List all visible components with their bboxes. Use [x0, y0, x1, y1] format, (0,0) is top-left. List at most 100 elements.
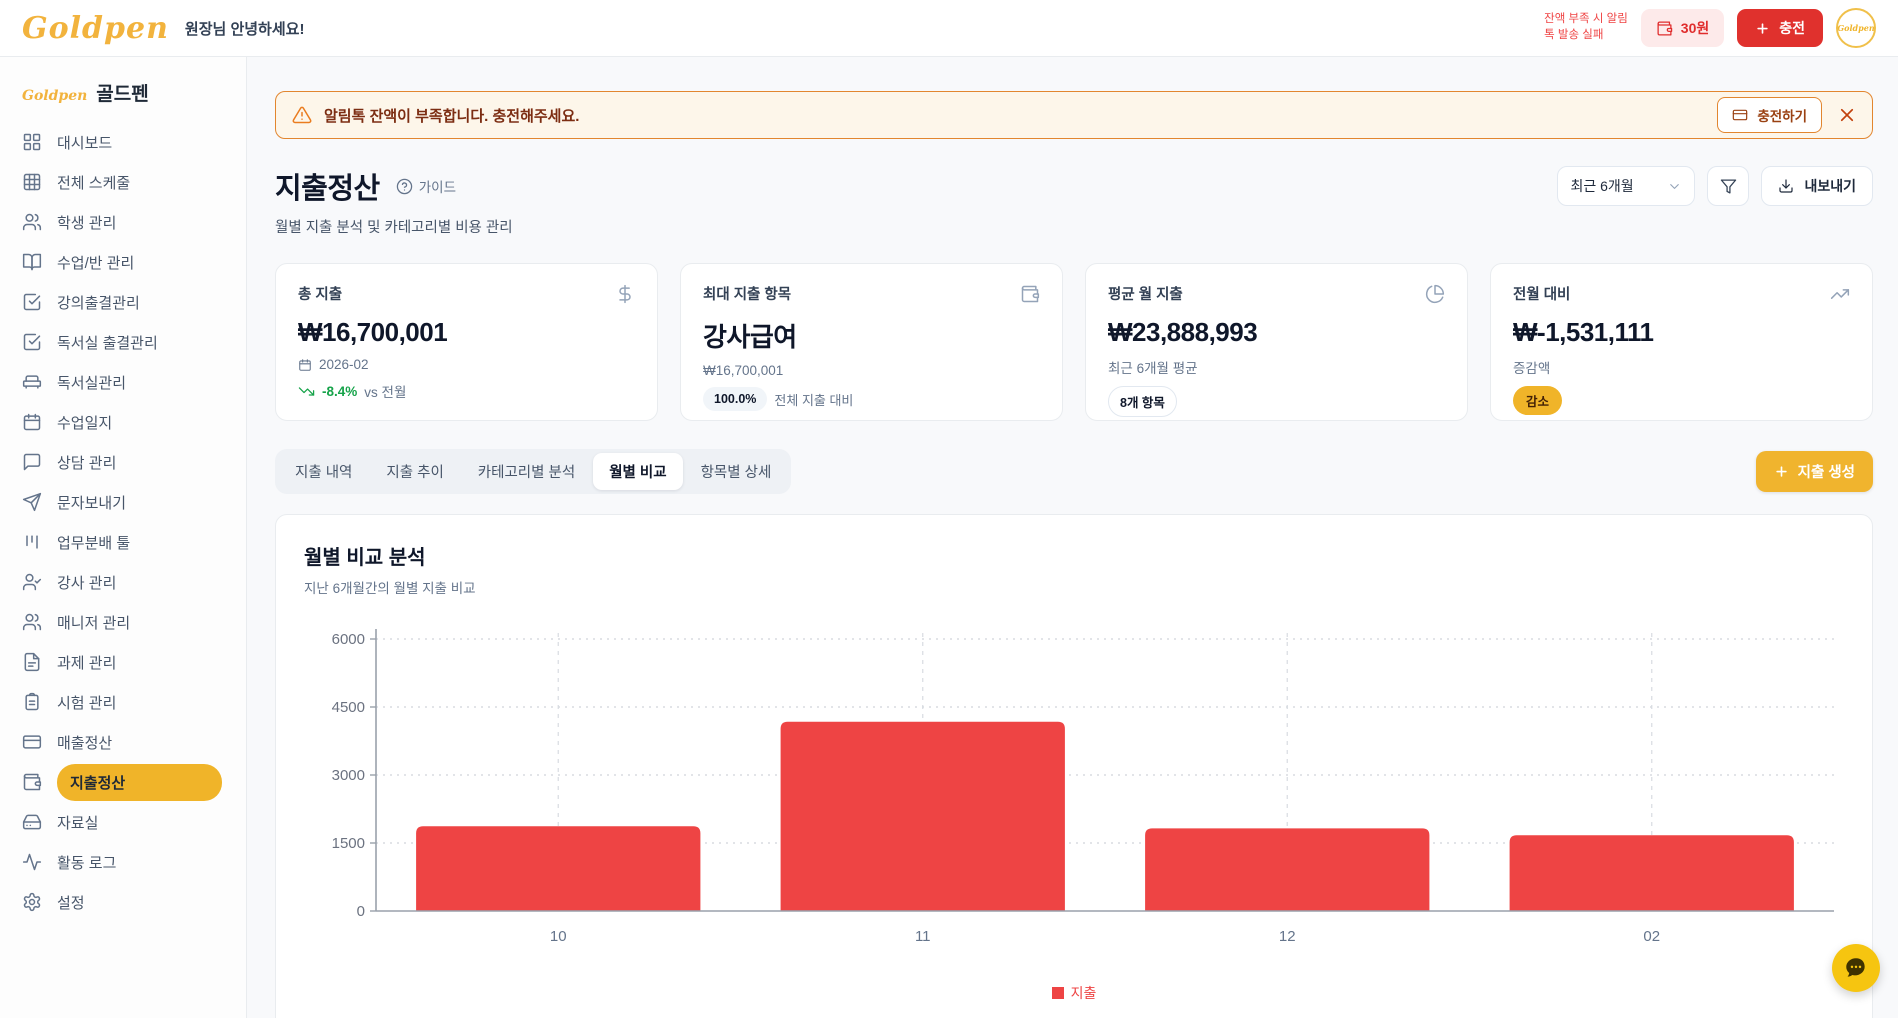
download-icon [1778, 178, 1794, 194]
create-expense-button[interactable]: 지출 생성 [1755, 451, 1873, 492]
badge-suffix: 전체 지출 대비 [774, 392, 854, 408]
plus-icon [1774, 464, 1789, 479]
filter-button[interactable] [1707, 166, 1750, 206]
sidebar-item-label: 매니저 관리 [57, 614, 131, 632]
sidebar-item-14[interactable]: 시험 관리 [16, 682, 232, 722]
avg-expense-card: 평균 월 지출 ₩23,888,993 최근 6개월 평균 8개 항목 [1085, 263, 1468, 421]
sofa-icon [22, 372, 42, 392]
legend-swatch [1051, 987, 1064, 999]
chart-subtitle: 지난 6개월간의 월별 지출 비교 [304, 581, 476, 596]
sidebar-item-17[interactable]: 자료실 [16, 802, 232, 842]
card-meta: 2026-02 [319, 357, 369, 372]
avatar[interactable]: Goldpen [1836, 8, 1876, 48]
sidebar-brand-logo: Goldpen [22, 88, 88, 104]
sidebar-item-15[interactable]: 매출정산 [16, 722, 232, 762]
card-value: ₩23,888,993 [1108, 317, 1258, 347]
calendar-icon [22, 412, 42, 432]
svg-text:6000: 6000 [332, 631, 365, 648]
trending-up-icon [1830, 284, 1850, 304]
card-meta: ₩16,700,001 [703, 363, 784, 378]
sidebar-brand: Goldpen 골드펜 [16, 75, 232, 122]
items-badge: 8개 항목 [1108, 386, 1177, 417]
sidebar-item-18[interactable]: 활동 로그 [16, 842, 232, 882]
card-value: ₩16,700,001 [298, 317, 448, 347]
sidebar-item-0[interactable]: 대시보드 [16, 122, 232, 162]
trend-suffix: vs 전월 [364, 385, 407, 400]
trend-value: -8.4% [322, 383, 358, 399]
sidebar-item-7[interactable]: 수업일지 [16, 402, 232, 442]
card-label: 최대 지출 항목 [703, 287, 792, 303]
warning-icon [292, 105, 312, 125]
svg-text:10: 10 [550, 928, 567, 945]
grid-icon [22, 132, 42, 152]
sidebar-item-label: 상담 관리 [57, 454, 117, 472]
wallet-icon [1656, 20, 1673, 37]
sidebar-item-8[interactable]: 상담 관리 [16, 442, 232, 482]
book-icon [22, 252, 42, 272]
main-content: 알림톡 잔액이 부족합니다. 충전해주세요. 충전하기 지출정산 가이드 최근 … [247, 57, 1898, 1018]
chat-fab-button[interactable] [1832, 944, 1880, 992]
sidebar-item-label: 문자보내기 [57, 494, 127, 512]
export-button[interactable]: 내보내기 [1761, 166, 1873, 206]
pie-chart-icon [1425, 284, 1445, 304]
charge-button[interactable]: 충전 [1737, 9, 1823, 47]
dollar-icon [615, 284, 635, 304]
guide-link[interactable]: 가이드 [396, 176, 456, 196]
file-icon [22, 652, 42, 672]
decrease-badge: 감소 [1513, 386, 1563, 415]
sidebar-item-1[interactable]: 전체 스케줄 [16, 162, 232, 202]
balance-pill[interactable]: 30원 [1640, 9, 1725, 47]
filter-icon [1720, 178, 1737, 195]
sidebar-item-16[interactable]: 지출정산 [16, 762, 232, 802]
close-icon[interactable] [1838, 106, 1856, 124]
alert-charge-button[interactable]: 충전하기 [1717, 97, 1822, 133]
sidebar-item-label: 전체 스케줄 [57, 174, 131, 192]
tab-0[interactable]: 지출 내역 [295, 465, 353, 481]
chevron-down-icon [1667, 179, 1682, 194]
sidebar-item-4[interactable]: 강의출결관리 [16, 282, 232, 322]
sidebar-item-label: 지출정산 [57, 763, 222, 801]
stat-cards-row: 총 지출 ₩16,700,001 2026-02 -8.4% vs 전월 최대 … [275, 263, 1873, 421]
plus-icon [1755, 21, 1770, 36]
tab-3[interactable]: 월별 비교 [593, 453, 683, 490]
sidebar-item-label: 독서실관리 [57, 374, 127, 392]
wallet-icon [22, 772, 42, 792]
tab-1[interactable]: 지출 추이 [386, 465, 444, 481]
sidebar-item-13[interactable]: 과제 관리 [16, 642, 232, 682]
sidebar-item-label: 강사 관리 [57, 574, 117, 592]
wallet-icon [1020, 284, 1040, 304]
sidebar-item-6[interactable]: 독서실관리 [16, 362, 232, 402]
users-icon [22, 212, 42, 232]
sidebar-item-label: 과제 관리 [57, 654, 117, 672]
page-subtitle: 월별 지출 분석 및 카테고리별 비용 관리 [275, 220, 513, 236]
sidebar-item-label: 시험 관리 [57, 694, 117, 712]
chart-title: 월별 비교 분석 [304, 547, 426, 569]
balance-warning-text: 잔액 부족 시 알림 톡 발송 실패 [1544, 13, 1628, 41]
sidebar-item-2[interactable]: 학생 관리 [16, 202, 232, 242]
card-value: 강사급여 [703, 322, 797, 352]
table-icon [22, 172, 42, 192]
mom-change-card: 전월 대비 ₩-1,531,111 증감액 감소 [1490, 263, 1873, 421]
sidebar-item-label: 학생 관리 [57, 214, 117, 232]
sidebar-item-9[interactable]: 문자보내기 [16, 482, 232, 522]
tab-2[interactable]: 카테고리별 분석 [477, 465, 576, 481]
sidebar-item-5[interactable]: 독서실 출결관리 [16, 322, 232, 362]
sidebar-item-label: 대시보드 [57, 134, 113, 152]
tab-4[interactable]: 항목별 상세 [700, 465, 772, 481]
svg-text:0: 0 [357, 903, 365, 920]
chat-icon [22, 452, 42, 472]
svg-text:11: 11 [915, 928, 931, 945]
sidebar-item-3[interactable]: 수업/반 관리 [16, 242, 232, 282]
low-balance-alert: 알림톡 잔액이 부족합니다. 충전해주세요. 충전하기 [275, 91, 1873, 139]
max-expense-card: 최대 지출 항목 강사급여 ₩16,700,001 100.0% 전체 지출 대… [680, 263, 1063, 421]
sidebar-item-19[interactable]: 설정 [16, 882, 232, 922]
sidebar-item-10[interactable]: 업무분배 툴 [16, 522, 232, 562]
percent-badge: 100.0% [703, 387, 768, 411]
kanban-icon [22, 532, 42, 552]
period-select[interactable]: 최근 6개월 [1557, 166, 1696, 206]
sidebar-item-12[interactable]: 매니저 관리 [16, 602, 232, 642]
sidebar-item-label: 수업일지 [57, 414, 113, 432]
sidebar-item-11[interactable]: 강사 관리 [16, 562, 232, 602]
clipboard-icon [22, 692, 42, 712]
greeting-text: 원장님 안녕하세요! [184, 20, 305, 38]
